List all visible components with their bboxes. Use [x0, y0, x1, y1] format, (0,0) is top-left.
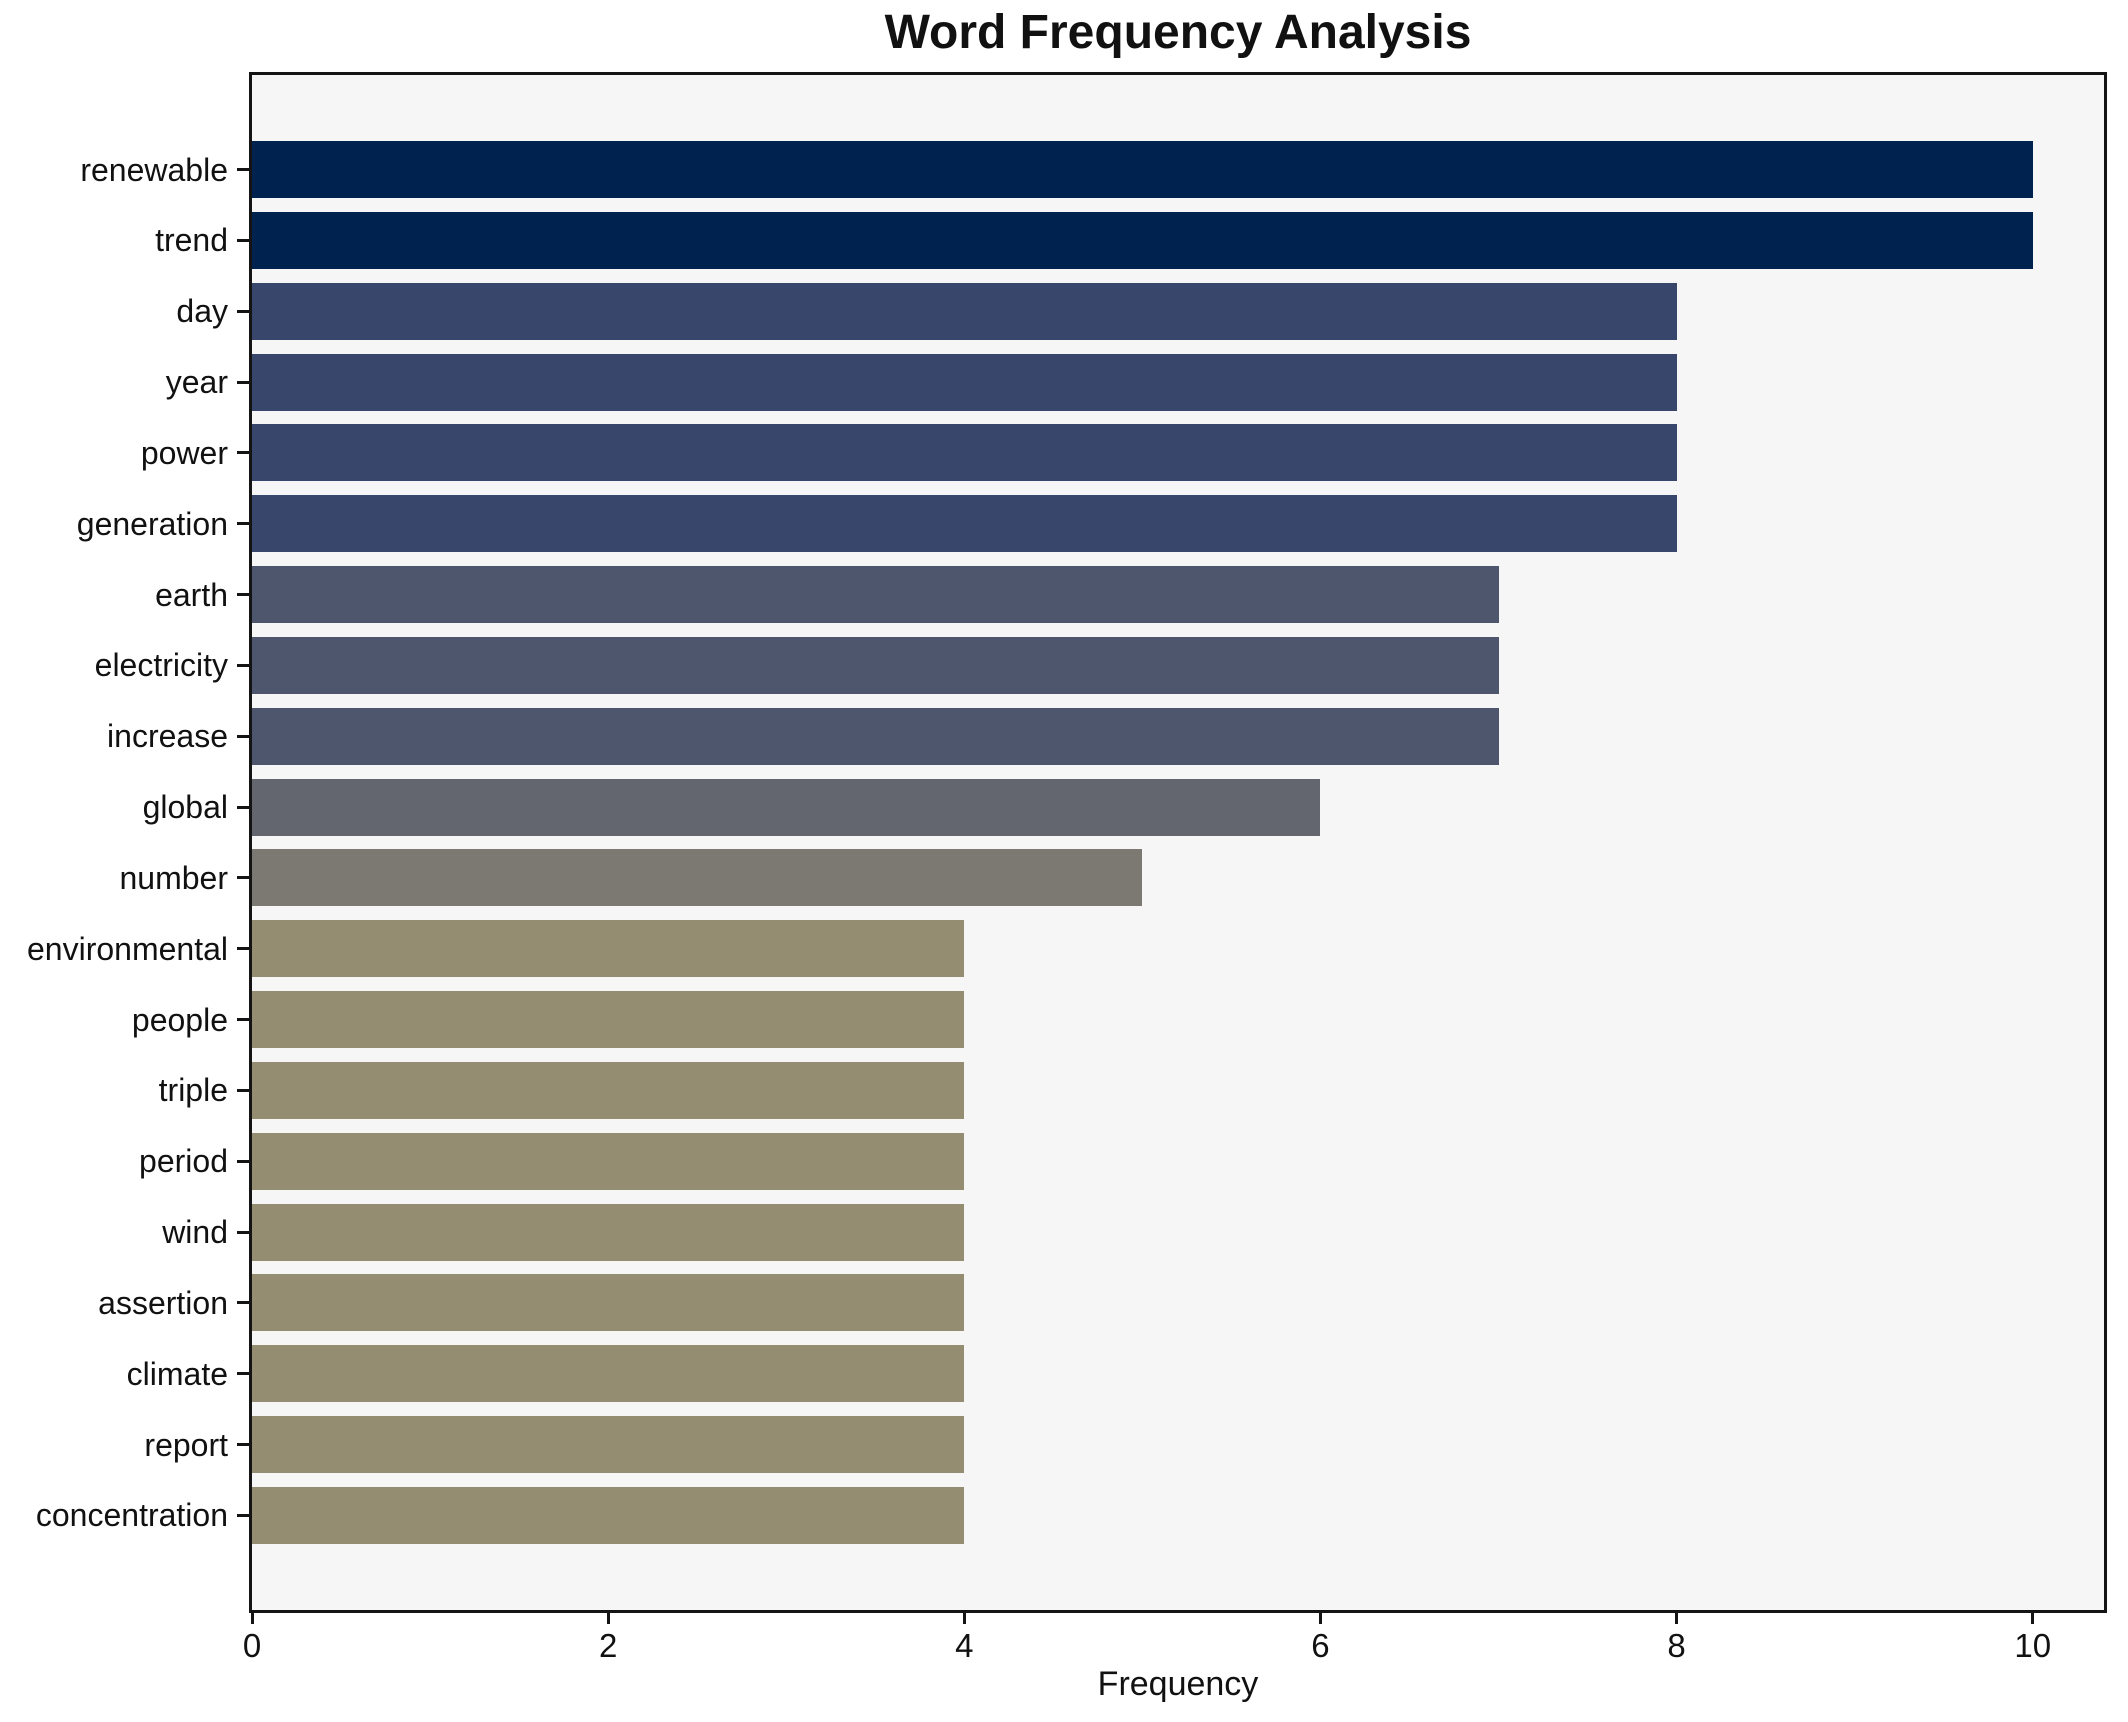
bar-environmental — [252, 920, 965, 978]
x-tick-label-2: 2 — [598, 1627, 618, 1664]
x-tick-4 — [962, 1613, 966, 1624]
y-tick-concentration — [237, 1513, 250, 1517]
bar-period — [252, 1132, 965, 1190]
bar-triple — [252, 1061, 965, 1119]
bar-year — [252, 353, 1677, 411]
x-tick-8 — [1675, 1613, 1679, 1624]
x-tick-label-10: 10 — [2014, 1627, 2052, 1664]
y-label-assertion: assertion — [98, 1284, 228, 1321]
bar-report — [252, 1416, 965, 1474]
y-label-power: power — [140, 434, 228, 471]
y-label-year: year — [165, 364, 228, 401]
plot-area — [249, 72, 2107, 1613]
bar-global — [252, 778, 1321, 836]
y-label-period: period — [139, 1143, 228, 1180]
bar-trend — [252, 211, 2033, 269]
x-tick-0 — [250, 1613, 254, 1624]
y-tick-period — [237, 1159, 250, 1163]
bar-climate — [252, 1345, 965, 1403]
y-label-electricity: electricity — [94, 647, 228, 684]
bar-power — [252, 424, 1677, 482]
x-tick-label-6: 6 — [1311, 1627, 1330, 1664]
bar-concentration — [252, 1486, 965, 1544]
bar-number — [252, 849, 1143, 907]
bar-day — [252, 282, 1677, 340]
y-label-trend: trend — [155, 222, 228, 259]
y-tick-assertion — [237, 1301, 250, 1305]
y-label-wind: wind — [162, 1214, 228, 1251]
y-tick-year — [237, 380, 250, 384]
y-tick-day — [237, 309, 250, 313]
y-tick-renewable — [237, 168, 250, 171]
y-tick-electricity — [237, 663, 250, 667]
bar-assertion — [252, 1274, 965, 1332]
y-tick-report — [237, 1443, 250, 1447]
bar-electricity — [252, 636, 1499, 694]
y-tick-power — [237, 451, 250, 455]
bar-earth — [252, 566, 1499, 624]
y-tick-increase — [237, 734, 250, 738]
y-tick-trend — [237, 238, 250, 242]
y-label-generation: generation — [76, 505, 228, 542]
y-tick-number — [237, 876, 250, 880]
y-tick-climate — [237, 1372, 250, 1376]
y-label-renewable: renewable — [80, 151, 228, 188]
chart-title: Word Frequency Analysis — [884, 6, 1472, 59]
y-tick-wind — [237, 1230, 250, 1234]
y-tick-generation — [237, 522, 250, 526]
bar-increase — [252, 707, 1499, 765]
y-tick-environmental — [237, 947, 250, 951]
y-label-report: report — [144, 1426, 228, 1463]
y-tick-earth — [237, 593, 250, 597]
y-label-climate: climate — [126, 1355, 228, 1392]
x-tick-label-4: 4 — [955, 1627, 974, 1664]
x-axis-label: Frequency — [1097, 1665, 1259, 1703]
x-tick-2 — [606, 1613, 610, 1624]
x-tick-label-0: 0 — [242, 1627, 262, 1664]
y-tick-global — [237, 805, 250, 809]
y-tick-triple — [237, 1088, 250, 1092]
x-tick-6 — [1318, 1613, 1322, 1624]
x-tick-label-8: 8 — [1667, 1627, 1686, 1664]
bar-generation — [252, 495, 1677, 553]
bar-renewable — [252, 141, 2033, 198]
y-label-concentration: concentration — [35, 1497, 228, 1534]
bar-wind — [252, 1203, 965, 1261]
y-label-day: day — [176, 293, 228, 330]
y-label-earth: earth — [155, 576, 228, 613]
y-tick-people — [237, 1018, 250, 1022]
y-label-environmental: environmental — [27, 930, 228, 967]
y-label-global: global — [142, 789, 228, 826]
x-tick-10 — [2031, 1613, 2035, 1624]
y-label-number: number — [119, 859, 229, 896]
y-label-people: people — [131, 1001, 228, 1038]
bar-people — [252, 991, 965, 1049]
y-label-increase: increase — [107, 718, 228, 755]
y-label-triple: triple — [158, 1072, 228, 1109]
